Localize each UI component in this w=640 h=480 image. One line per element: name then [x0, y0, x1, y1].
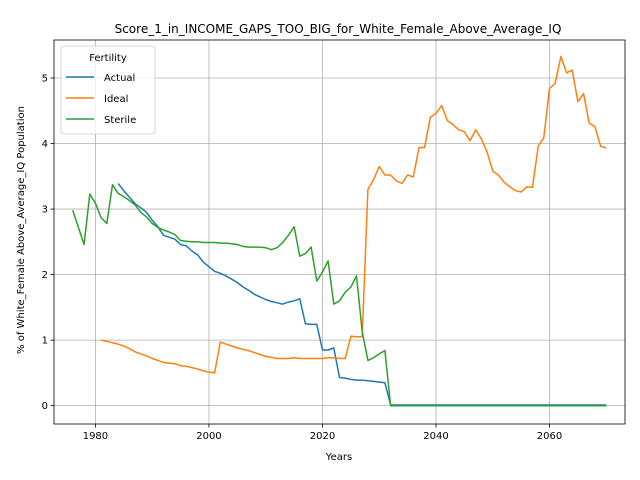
x-tick-label: 2000: [196, 431, 221, 442]
x-tick-label: 2020: [310, 431, 335, 442]
legend-label-actual: Actual: [104, 73, 135, 84]
legend-box: [60, 45, 156, 135]
x-tick-label: 2060: [537, 431, 562, 442]
y-tick-label: 0: [42, 401, 48, 412]
legend-label-sterile: Sterile: [104, 115, 136, 126]
legend-title: Fertility: [89, 53, 127, 64]
y-tick-label: 5: [42, 74, 48, 85]
legend: Fertility Actual Ideal Sterile: [60, 45, 156, 135]
y-tick-label: 4: [42, 139, 48, 150]
plot-area-frame: [53, 39, 626, 425]
axis-ticks: 1980 2000 2020 2040 2060 0 1 2 3 4 5: [42, 74, 563, 442]
series-line-ideal: [100, 55, 607, 374]
y-tick-label: 2: [42, 270, 48, 281]
x-axis-label: Years: [325, 452, 352, 463]
x-tick-label: 1980: [83, 431, 108, 442]
series-line-sterile: [71, 184, 607, 407]
chart-title: Score_1_in_INCOME_GAPS_TOO_BIG_for_White…: [115, 22, 562, 36]
series-line-actual: [117, 183, 607, 406]
x-tick-label: 2040: [423, 431, 448, 442]
legend-label-ideal: Ideal: [104, 94, 128, 105]
y-tick-label: 3: [42, 205, 48, 216]
y-tick-label: 1: [42, 336, 48, 347]
series-lines: [71, 55, 607, 407]
y-axis-label: % of White_Female Above_Average_IQ Popul…: [16, 106, 27, 354]
grid: [54, 40, 625, 424]
